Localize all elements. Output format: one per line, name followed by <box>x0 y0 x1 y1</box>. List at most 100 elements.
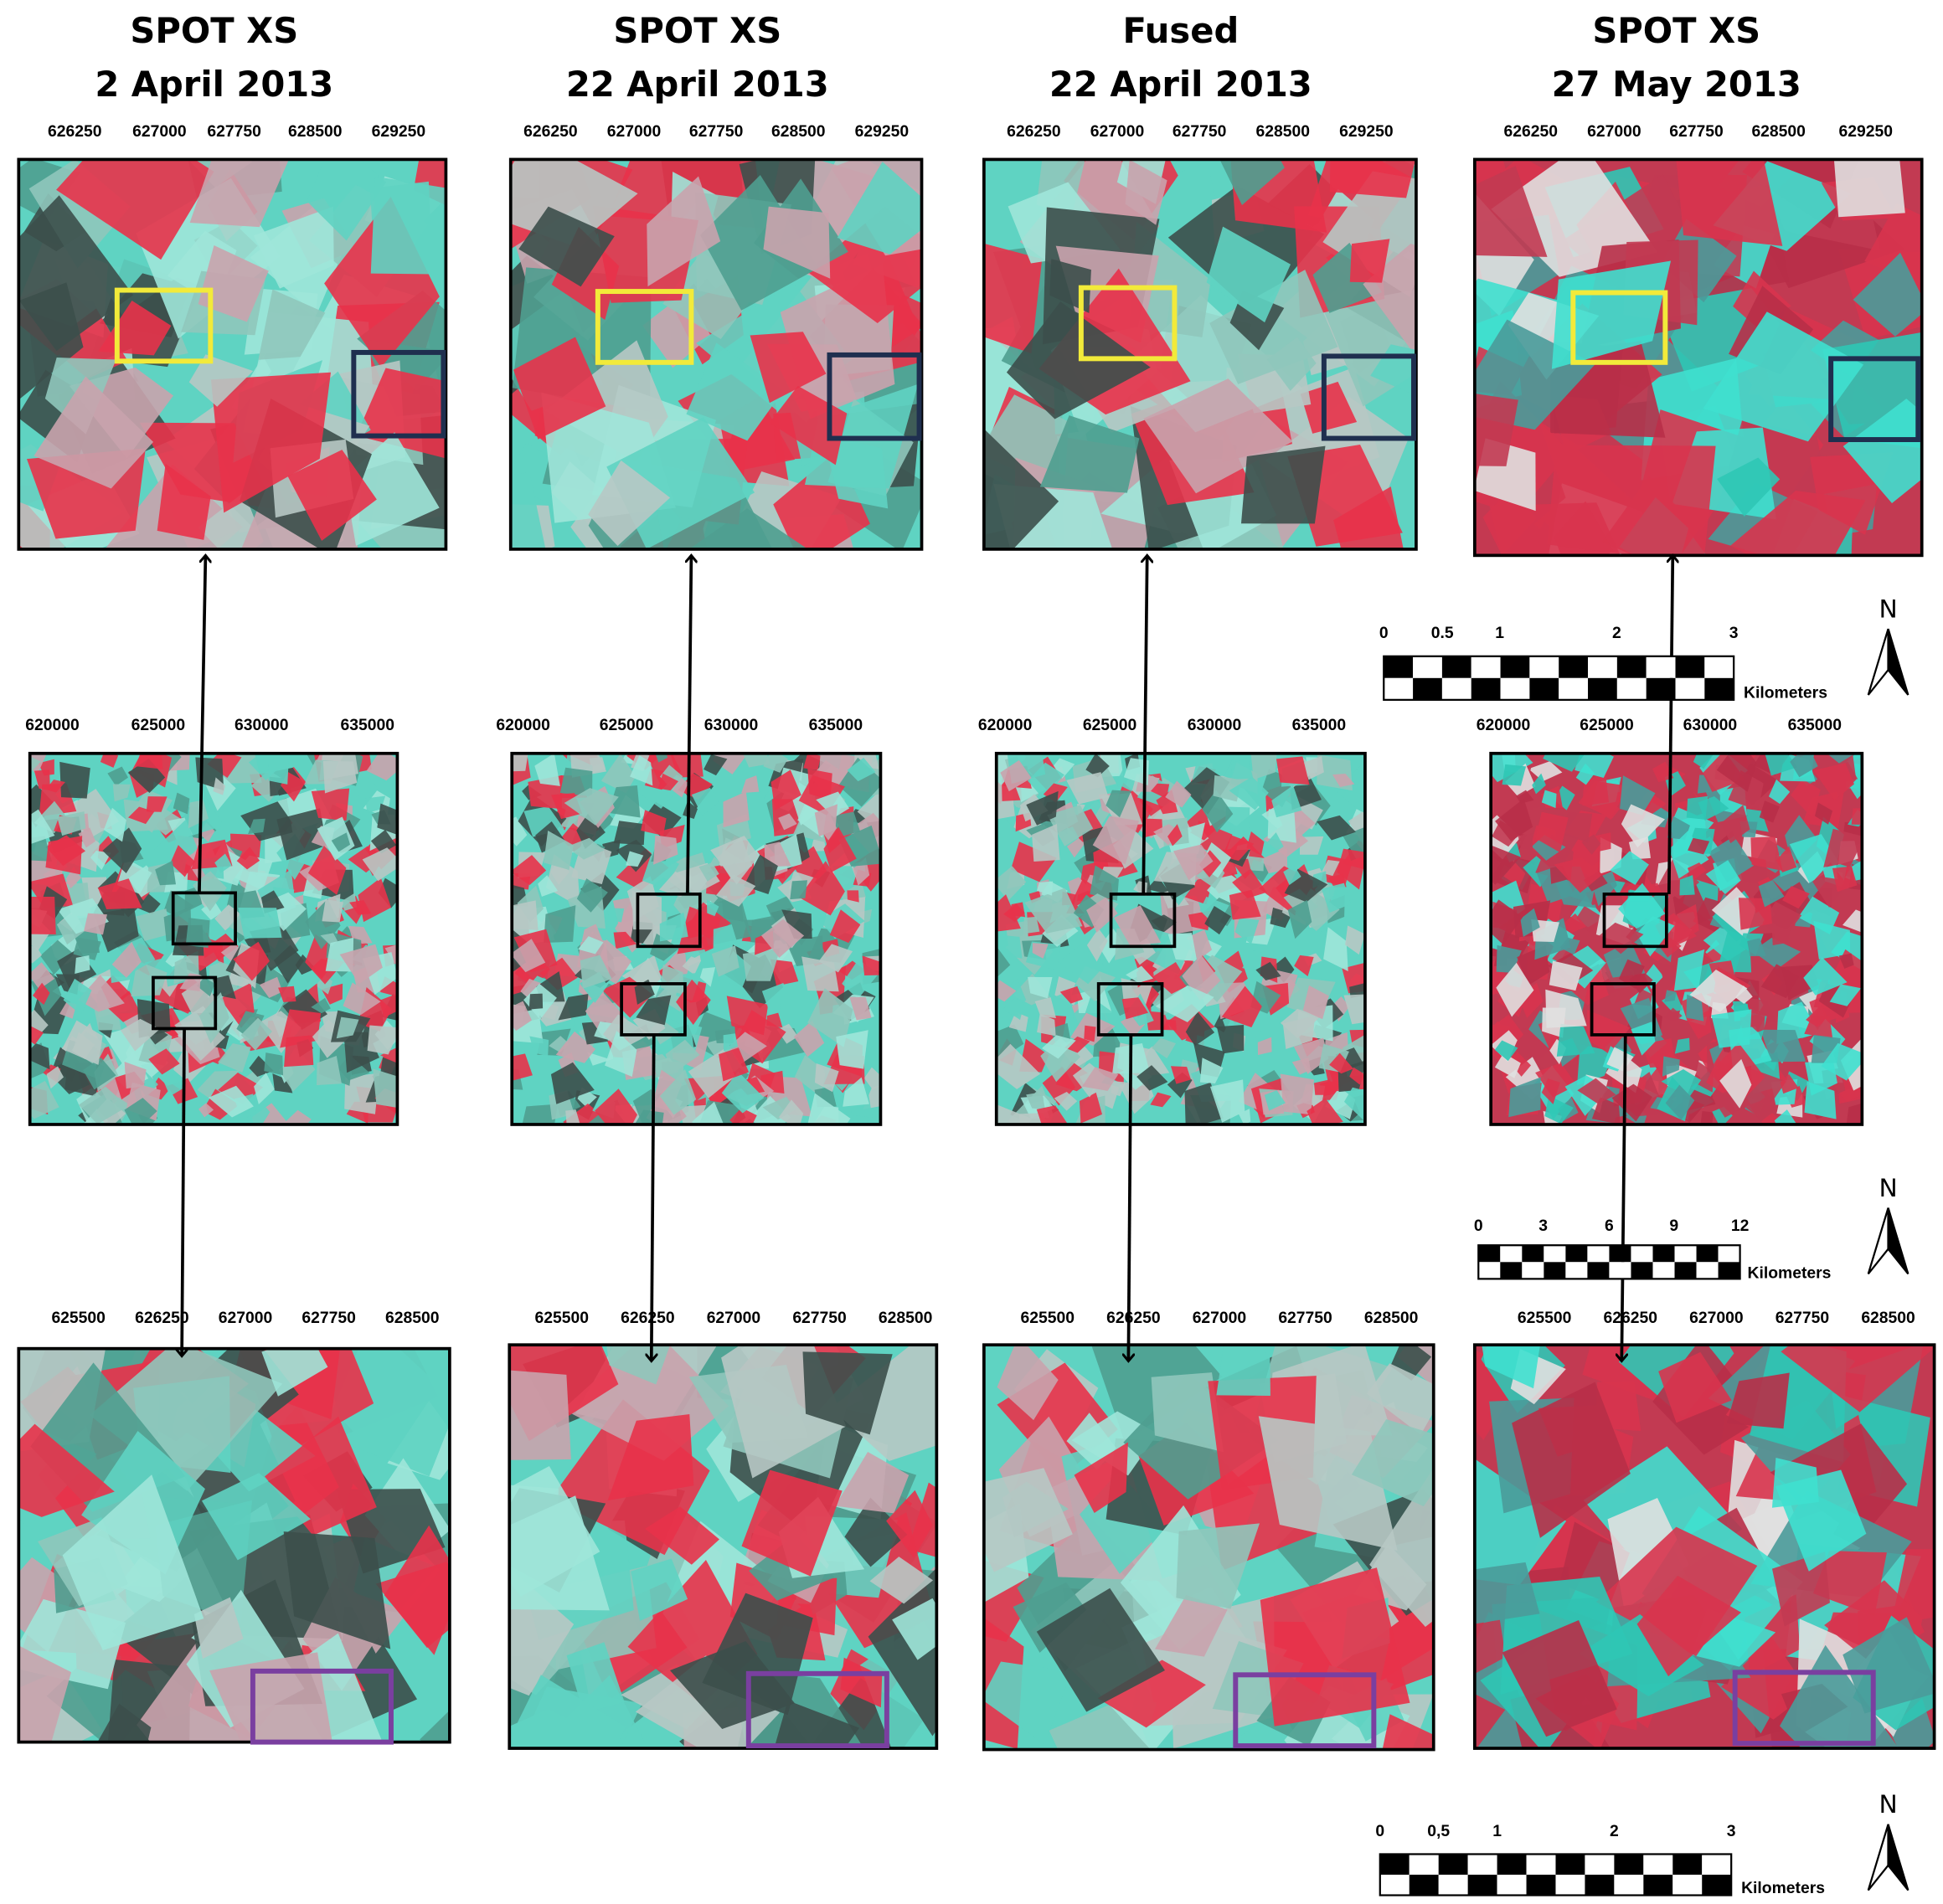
field <box>1532 773 1546 795</box>
field <box>254 1073 275 1105</box>
field <box>742 753 770 768</box>
field <box>305 934 348 985</box>
field <box>1543 753 1585 772</box>
field <box>331 832 351 852</box>
field <box>660 764 683 791</box>
field <box>1599 922 1644 955</box>
field <box>198 245 269 322</box>
field <box>761 983 791 1009</box>
field <box>212 975 236 1000</box>
field <box>260 890 285 914</box>
satellite-image <box>29 753 398 1124</box>
field <box>1747 938 1766 957</box>
field <box>710 836 760 885</box>
field <box>1185 1011 1215 1047</box>
arrow <box>182 1028 184 1355</box>
coord-tick: 628500 <box>1364 1310 1419 1327</box>
field <box>1541 1078 1560 1104</box>
field <box>1028 762 1064 800</box>
field <box>831 1345 937 1461</box>
field <box>862 955 880 975</box>
field <box>1774 1109 1797 1124</box>
field <box>706 899 719 918</box>
scale-cell <box>1500 677 1530 700</box>
field <box>1720 805 1750 844</box>
field <box>566 1642 625 1714</box>
field <box>1321 883 1351 913</box>
field <box>512 939 546 973</box>
field <box>776 1023 798 1044</box>
scale-cell <box>1555 1875 1585 1896</box>
field <box>1664 990 1677 1002</box>
field <box>605 1030 637 1078</box>
scale-cell <box>1609 1245 1631 1263</box>
field <box>231 855 273 891</box>
field <box>102 827 142 874</box>
field <box>770 959 799 986</box>
field <box>863 1067 881 1090</box>
field <box>1323 927 1348 972</box>
field <box>823 826 857 872</box>
field <box>124 1062 147 1089</box>
field <box>157 463 211 540</box>
field <box>1663 1007 1683 1022</box>
arrow <box>1669 557 1672 894</box>
field <box>1658 1351 1732 1423</box>
scale-cell <box>1643 1875 1673 1896</box>
field <box>1229 776 1269 810</box>
field <box>1280 1073 1314 1115</box>
coord-tick: 626250 <box>1503 123 1558 141</box>
scale-cell <box>1643 1854 1673 1875</box>
field <box>608 785 641 818</box>
field <box>528 993 544 1010</box>
field <box>721 1071 765 1114</box>
field <box>581 924 603 942</box>
arrow <box>688 557 691 894</box>
field <box>1496 962 1534 1017</box>
scale-label: 1 <box>1492 1823 1502 1840</box>
field <box>75 955 90 975</box>
field <box>420 1710 450 1742</box>
field <box>210 372 331 513</box>
field <box>1752 938 1801 970</box>
field <box>1265 832 1284 855</box>
field <box>1711 1009 1752 1048</box>
field <box>56 159 214 260</box>
field <box>996 1043 1041 1089</box>
field <box>193 1597 244 1660</box>
field <box>198 1103 214 1118</box>
scale-label: 2 <box>1610 1823 1619 1840</box>
field <box>1658 962 1678 982</box>
field <box>1759 800 1780 823</box>
field <box>1317 815 1356 841</box>
scale-unit: Kilometers <box>1748 1265 1832 1283</box>
scale-label: 0,5 <box>1427 1823 1450 1840</box>
field <box>1097 1660 1206 1728</box>
scale-cell <box>1696 1245 1719 1263</box>
field <box>107 766 129 786</box>
field <box>1240 445 1326 524</box>
field <box>807 1093 851 1124</box>
coord-tick: 625000 <box>1580 717 1634 734</box>
coord-tick: 620000 <box>978 717 1033 734</box>
north-arrow <box>1867 1207 1889 1275</box>
scale-unit: Kilometers <box>1744 685 1827 702</box>
coord-tick: 627750 <box>1172 123 1227 141</box>
field <box>1054 1092 1078 1111</box>
field <box>719 1047 750 1082</box>
field <box>236 847 260 870</box>
field <box>29 1025 44 1045</box>
field <box>97 1703 152 1742</box>
scale-cell <box>1674 1245 1697 1263</box>
field <box>40 939 75 975</box>
field <box>90 850 111 870</box>
field <box>996 866 1027 901</box>
field <box>1703 311 1864 442</box>
field <box>136 893 161 914</box>
field <box>264 1052 284 1076</box>
scale-cell <box>1616 677 1647 700</box>
column-title: Fused <box>1122 10 1239 51</box>
scale-cell <box>1413 656 1442 678</box>
field <box>691 787 719 816</box>
scale-cell <box>1471 656 1501 678</box>
